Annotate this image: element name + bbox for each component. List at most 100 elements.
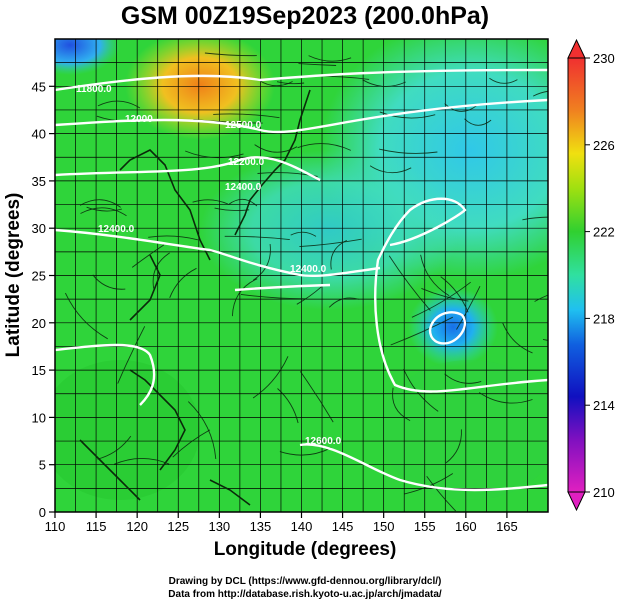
streamline — [213, 113, 280, 119]
streamline — [80, 207, 127, 217]
streamline — [426, 476, 457, 512]
streamline — [252, 244, 271, 281]
streamline — [86, 206, 123, 212]
temperature-field — [55, 39, 548, 512]
y-axis-label: Latitude (degrees) — [3, 193, 24, 358]
contour-label: 12500.0 — [225, 120, 262, 131]
streamline — [369, 165, 412, 174]
x-tick-label: 155 — [414, 519, 436, 534]
streamline — [388, 255, 431, 311]
credit-drawing: Drawing by DCL (https://www.gfd-dennou.o… — [169, 576, 442, 587]
streamline — [464, 118, 492, 126]
x-tick-label: 125 — [167, 519, 189, 534]
streamline — [296, 286, 322, 305]
x-tick-label: 145 — [332, 519, 354, 534]
colorbar: 210 214 218 222 226 230 — [567, 38, 615, 512]
streamline — [79, 199, 121, 208]
y-tick-label: 5 — [39, 458, 46, 473]
streamline — [379, 148, 438, 154]
y-tick-label: 30 — [32, 221, 46, 236]
streamline — [444, 373, 482, 384]
streamline — [148, 235, 199, 241]
streamline — [390, 316, 454, 346]
contour-label: 12200.0 — [228, 157, 265, 168]
streamline — [169, 267, 197, 298]
contour-label: 12400.0 — [98, 224, 135, 235]
x-tick-label: 110 — [45, 519, 66, 534]
streamline — [257, 79, 293, 87]
x-tick-label: 150 — [373, 519, 395, 534]
streamline — [277, 388, 299, 424]
streamline — [279, 447, 332, 456]
streamline — [192, 199, 229, 205]
colorbar-max-triangle — [567, 38, 586, 59]
contour-label: 12000 — [125, 114, 153, 125]
colorbar-min-triangle — [567, 491, 586, 512]
streamline — [117, 326, 146, 384]
colorbar-tick-label: 230 — [593, 51, 615, 66]
contour-label: 11800.0 — [76, 84, 112, 95]
streamline — [297, 143, 351, 151]
streamline — [224, 235, 290, 241]
streamline — [522, 216, 548, 221]
streamline — [532, 90, 548, 97]
x-axis-label: Longitude (degrees) — [214, 539, 397, 560]
contour-label: 12600.0 — [305, 436, 342, 447]
credit-data: Data from http://database.rish.kyoto-u.a… — [168, 589, 442, 600]
y-tick-label: 45 — [32, 79, 46, 94]
streamline — [379, 111, 436, 119]
streamline — [172, 429, 211, 458]
contour-label: 12400.0 — [225, 182, 262, 193]
colorbar-tick-label: 218 — [593, 311, 615, 326]
x-tick-label: 135 — [250, 519, 272, 534]
x-axis: 110 115 120 125 130 135 140 145 150 155 160 165 — [45, 512, 518, 534]
streamline — [131, 244, 165, 268]
colorbar-tick-label: 226 — [593, 138, 615, 153]
streamline — [299, 371, 334, 423]
y-tick-label: 15 — [32, 363, 46, 378]
colorbar-tick-label: 210 — [593, 485, 615, 500]
x-tick-label: 140 — [291, 519, 313, 534]
y-tick-label: 40 — [32, 127, 46, 142]
streamline — [97, 435, 132, 460]
colorbar-tick-label: 222 — [593, 225, 615, 240]
streamline — [64, 292, 108, 340]
coastlines — [79, 89, 311, 506]
streamline — [114, 458, 170, 465]
streamline — [456, 286, 481, 330]
streamline — [392, 387, 411, 422]
x-tick-label: 120 — [126, 519, 148, 534]
streamline — [489, 77, 518, 84]
streamline — [240, 293, 307, 300]
contour-lines — [55, 68, 548, 492]
streamline — [328, 297, 359, 308]
streamlines — [64, 52, 548, 512]
y-tick-label: 35 — [32, 174, 46, 189]
x-tick-label: 165 — [496, 519, 518, 534]
streamline — [299, 238, 362, 248]
y-tick-label: 10 — [32, 410, 46, 425]
contour-labels: 11800.0 12000 12200.0 12400.0 12400.0 12… — [76, 84, 342, 447]
streamline — [502, 322, 533, 354]
streamline — [204, 52, 257, 57]
x-tick-label: 160 — [455, 519, 477, 534]
streamline — [421, 287, 469, 302]
streamline — [276, 81, 305, 85]
streamline — [420, 254, 450, 297]
streamline — [185, 150, 244, 159]
streamline — [290, 231, 317, 237]
streamline — [308, 55, 352, 62]
streamline — [445, 429, 462, 464]
streamline — [187, 401, 217, 460]
colorbar-scale — [567, 57, 586, 493]
streamline — [403, 368, 439, 412]
streamline — [92, 274, 126, 290]
streamline — [231, 278, 258, 317]
x-tick-label: 130 — [208, 519, 230, 534]
streamline — [411, 281, 471, 318]
grid-lines — [55, 39, 548, 512]
streamline — [362, 79, 406, 87]
streamline — [252, 356, 289, 399]
streamline — [254, 144, 298, 153]
